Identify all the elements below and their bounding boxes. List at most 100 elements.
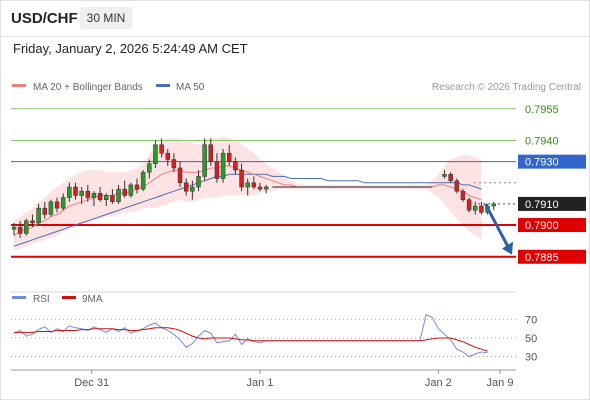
candle-body xyxy=(128,184,134,196)
level-label: 0.7955 xyxy=(525,104,559,116)
candle-body xyxy=(73,186,78,196)
candle-body xyxy=(104,195,109,200)
candle-body xyxy=(79,190,84,196)
candle xyxy=(122,180,127,198)
candle xyxy=(60,193,66,211)
candle-body xyxy=(245,182,250,188)
timeframe-badge[interactable]: 30 MIN xyxy=(80,7,132,29)
time-tick-label: Jan 2 xyxy=(425,377,452,389)
candle-body xyxy=(140,171,146,190)
candle xyxy=(239,163,244,192)
candle-body xyxy=(214,161,220,179)
candle-body xyxy=(85,190,91,198)
candle-body xyxy=(196,176,201,188)
candle xyxy=(54,197,60,213)
level-0.7910: 0.7910 xyxy=(478,196,586,211)
candle xyxy=(42,201,47,219)
level-label-box xyxy=(518,218,586,233)
symbol-title: USD/CHF xyxy=(11,10,78,27)
candle-body xyxy=(257,186,263,190)
rsi-ma-legend-swatch xyxy=(62,296,76,299)
candle xyxy=(134,178,140,194)
candle-body xyxy=(190,186,195,192)
candle xyxy=(110,189,115,204)
candle xyxy=(30,214,35,228)
candle xyxy=(220,148,226,183)
level-0.7885: 0.7885 xyxy=(11,249,586,264)
level-0.7940: 0.7940 xyxy=(11,136,559,148)
candle xyxy=(233,157,238,175)
candle-body xyxy=(134,184,140,190)
candle xyxy=(466,197,472,213)
candle xyxy=(263,184,269,194)
level-label: 0.7910 xyxy=(525,199,559,211)
candle xyxy=(442,170,447,179)
candle xyxy=(97,187,103,202)
candle xyxy=(460,189,466,202)
level-label: 0.7940 xyxy=(525,136,559,148)
candle xyxy=(140,170,146,192)
ma50-line xyxy=(13,173,482,247)
rsi-tick-label: 50 xyxy=(525,333,537,345)
candle-body xyxy=(454,180,460,192)
candle xyxy=(153,140,158,168)
candle xyxy=(214,153,220,183)
rsi-tick-label: 70 xyxy=(525,314,537,326)
candle-body xyxy=(220,152,226,179)
candle-body xyxy=(11,226,17,230)
candle-body xyxy=(110,195,115,203)
candle-body xyxy=(177,167,183,184)
candle xyxy=(177,161,183,187)
candle-body xyxy=(460,190,466,200)
candle xyxy=(85,184,91,202)
candle xyxy=(491,201,496,211)
candle xyxy=(159,138,164,158)
candle xyxy=(245,178,250,196)
candle-body xyxy=(263,186,269,190)
candle xyxy=(196,170,201,192)
rsi-line xyxy=(13,313,488,358)
candle-body xyxy=(227,152,232,162)
candle-body xyxy=(491,203,496,207)
rsi-tick-label: 30 xyxy=(525,352,537,364)
time-tick-label: Dec 31 xyxy=(74,377,109,389)
candle xyxy=(116,184,121,204)
chart-header: USD/CHF 30 MIN xyxy=(0,0,590,37)
price-plot: 0.7955 0.7940 0.7930 0.7910 0.7900 0.7885 xyxy=(11,104,586,264)
candle xyxy=(67,182,72,202)
candle xyxy=(36,203,41,226)
candle xyxy=(73,182,78,200)
level-label-box xyxy=(518,154,586,169)
candle-body xyxy=(91,193,97,198)
candle xyxy=(17,220,23,238)
candle xyxy=(79,187,84,204)
candle xyxy=(147,159,152,179)
candle-body xyxy=(24,220,29,234)
ma50-legend-label: MA 50 xyxy=(176,82,205,93)
candle-body xyxy=(42,207,47,215)
candle xyxy=(473,201,478,215)
candle xyxy=(48,199,54,217)
rsi-ma-legend-label: 9MA xyxy=(82,294,103,305)
candle-body xyxy=(466,199,472,211)
ma50-legend-swatch xyxy=(156,84,170,87)
candle-body xyxy=(116,188,121,203)
level-label: 0.7900 xyxy=(525,220,559,232)
chart-legend: MA 20 + Bollinger Bands MA 50 Research ©… xyxy=(12,82,581,305)
candle-body xyxy=(48,201,54,215)
level-0.7930: 0.7930 xyxy=(11,154,586,169)
candle-body xyxy=(153,144,158,165)
rsi-ma-line xyxy=(14,327,488,352)
level-label-box xyxy=(518,249,586,264)
candle xyxy=(202,138,207,181)
candle xyxy=(183,178,189,196)
candle-body xyxy=(202,144,207,177)
forecast-arrow-head xyxy=(502,241,513,255)
candle-body xyxy=(479,205,484,213)
candle-body xyxy=(448,174,453,181)
candle xyxy=(227,144,232,166)
candle xyxy=(171,153,177,173)
time-axis: Dec 31 Jan 1 Jan 2 Jan 9 xyxy=(11,369,516,389)
candle-body xyxy=(171,159,177,169)
candle-body xyxy=(159,144,164,154)
